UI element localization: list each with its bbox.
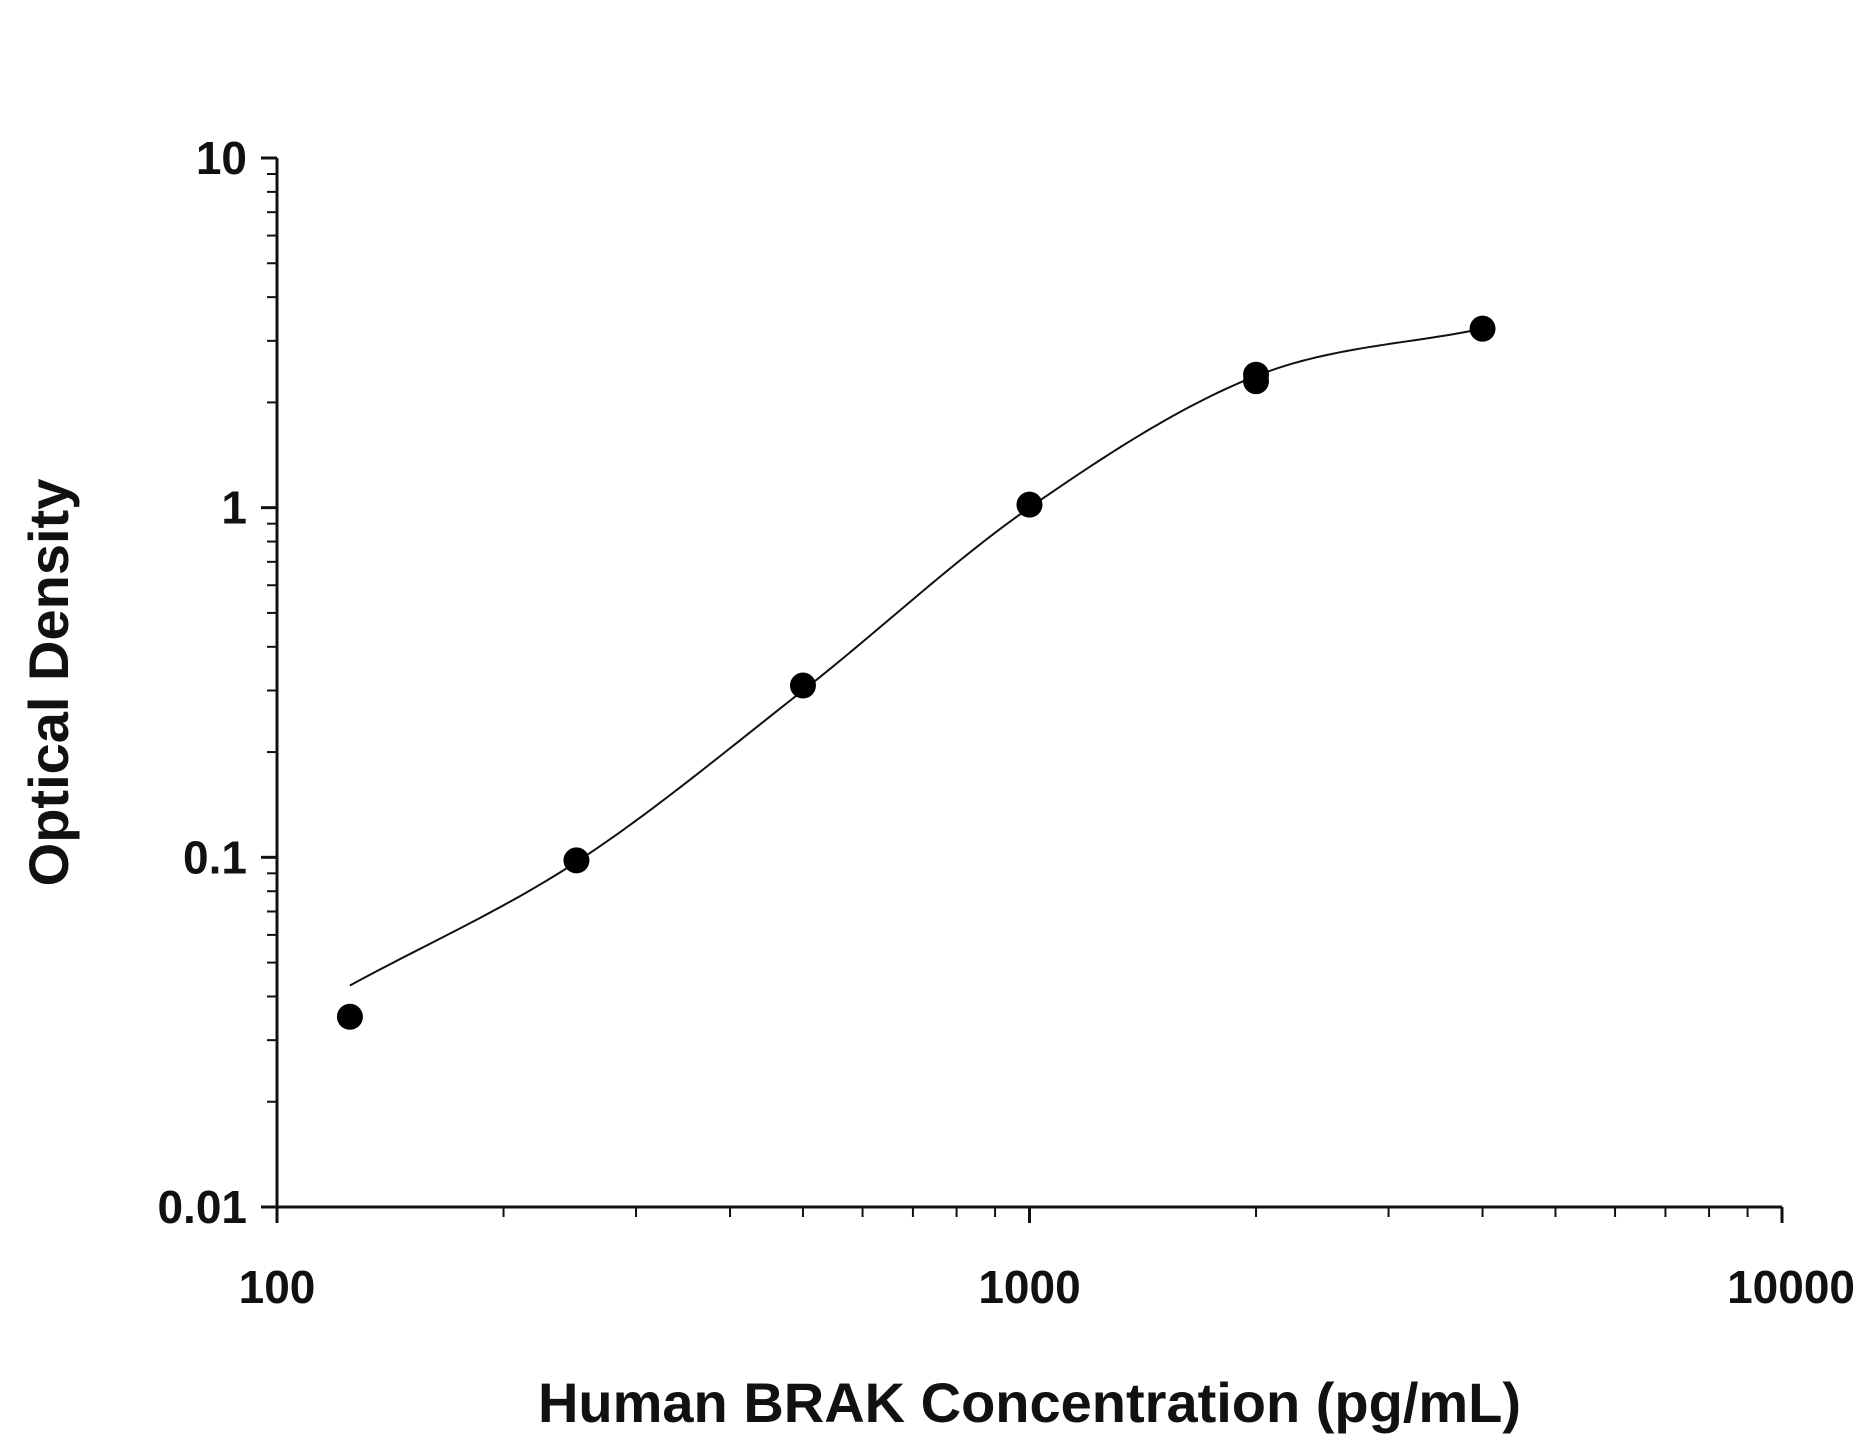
data-point [563,847,590,874]
data-point [336,1003,363,1030]
data-point [789,672,816,699]
y-tick-label: 0.1 [183,831,247,883]
tick-marks [261,156,1784,1223]
x-tick-label: 1000 [978,1261,1080,1313]
x-tick-label: 100 [239,1261,316,1313]
y-axis-title: Optical Density [17,479,80,887]
data-points [336,315,1496,1030]
tick-labels: 10 1 0.1 0.01 100 1000 10000 [157,132,1855,1313]
axes [275,158,1782,1209]
y-tick-label: 0.01 [157,1181,247,1233]
fit-curve [349,327,1483,987]
data-point [1243,361,1270,388]
x-axis-title: Human BRAK Concentration (pg/mL) [538,1371,1521,1434]
data-point [1016,491,1043,518]
x-tick-label: 10000 [1727,1261,1855,1313]
y-tick-label: 10 [196,132,247,184]
data-point [1469,315,1496,342]
y-tick-label: 1 [221,482,247,534]
